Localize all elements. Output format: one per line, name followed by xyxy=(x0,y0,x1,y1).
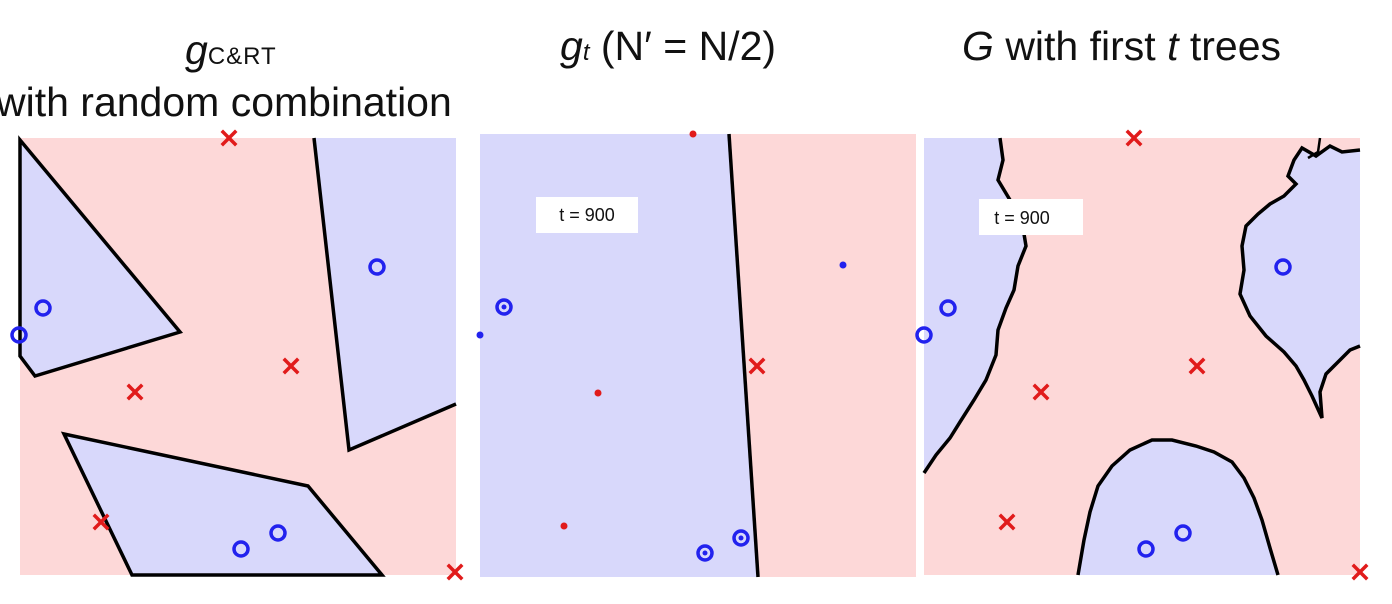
panel1-cross xyxy=(446,563,464,581)
panel3-cross xyxy=(1188,357,1206,375)
panel1-title-subscript: C&RT xyxy=(207,43,277,70)
panel3-cross xyxy=(1032,383,1050,401)
panel1-cross xyxy=(220,129,238,147)
panel3-boundary-left xyxy=(922,137,1028,474)
panel1-circle xyxy=(368,258,386,276)
panel1-title: gC&RT xyxy=(185,30,277,71)
panel1-cross xyxy=(282,357,300,375)
panel2-cross xyxy=(748,357,766,375)
panel2-boundary xyxy=(727,133,760,578)
panel2-red-dot xyxy=(689,130,697,138)
panel3-title: G with first t trees xyxy=(962,26,1281,67)
panel3-title-trees: trees xyxy=(1189,23,1282,69)
panel1-title-line2: with random combination xyxy=(0,82,452,123)
panel3-cross xyxy=(998,513,1016,531)
panel1-region-top-left xyxy=(18,135,184,379)
panel2-title: gt (N′ = N/2) xyxy=(560,26,776,67)
panel2-circle-center xyxy=(738,535,744,541)
panel1 xyxy=(10,129,464,581)
panel2-circle xyxy=(495,298,513,316)
panel2-title-symbol: g xyxy=(560,23,583,69)
panel2-t-label: t = 900 xyxy=(559,205,615,225)
panel1-region-right-fill xyxy=(314,138,456,450)
panel2-t-label-box xyxy=(536,197,638,233)
panel2-circle-center xyxy=(501,304,507,310)
panel3-circle xyxy=(915,326,933,344)
panel1-circle xyxy=(34,299,52,317)
panel2-red-dot xyxy=(560,522,568,530)
panel2-red-dot xyxy=(594,389,602,397)
panel3-circle xyxy=(1137,540,1155,558)
panel3-circle xyxy=(1174,524,1192,542)
panel3-boundary-right xyxy=(1238,143,1361,419)
panel2: t = 900 xyxy=(476,130,916,578)
panel2-blue-dot xyxy=(476,331,484,339)
panel3-title-symbol: G xyxy=(962,23,994,69)
panel2-circle xyxy=(696,544,714,562)
panel3-title-t: t xyxy=(1167,23,1179,69)
panel3-t-label-box xyxy=(979,199,1083,235)
panel1-cross xyxy=(92,513,110,531)
panel2-title-subscript: t xyxy=(582,39,590,66)
panel3-boundary-right-tip xyxy=(1307,137,1322,160)
panel1-title-line2-text: with random combination xyxy=(0,79,452,125)
panel3-circle xyxy=(939,299,957,317)
panel1-circle xyxy=(269,524,287,542)
panel3-region-right xyxy=(1240,138,1360,418)
panel3-region-bottom xyxy=(1078,440,1278,575)
panel3-title-text: with first xyxy=(1005,23,1156,69)
panel2-title-condition: (N′ = N/2) xyxy=(600,23,777,69)
panel3-cross xyxy=(1125,129,1143,147)
panel3-t-label: t = 900 xyxy=(994,208,1050,228)
panel3: t = 900 xyxy=(915,129,1369,581)
panel1-circle xyxy=(232,540,250,558)
panel2-circle xyxy=(732,529,750,547)
panel3-boundary-bottom xyxy=(1076,438,1280,576)
panel1-cross xyxy=(126,383,144,401)
panel1-boundary-right xyxy=(312,137,457,453)
panel2-blue-dot xyxy=(839,261,847,269)
panel2-region-left xyxy=(480,134,758,577)
panel3-circle xyxy=(1274,258,1292,276)
panel2-circle-center xyxy=(702,550,708,556)
panel1-circle xyxy=(10,326,28,344)
panel1-title-symbol: g xyxy=(185,27,208,73)
panel3-cross xyxy=(1351,563,1369,581)
